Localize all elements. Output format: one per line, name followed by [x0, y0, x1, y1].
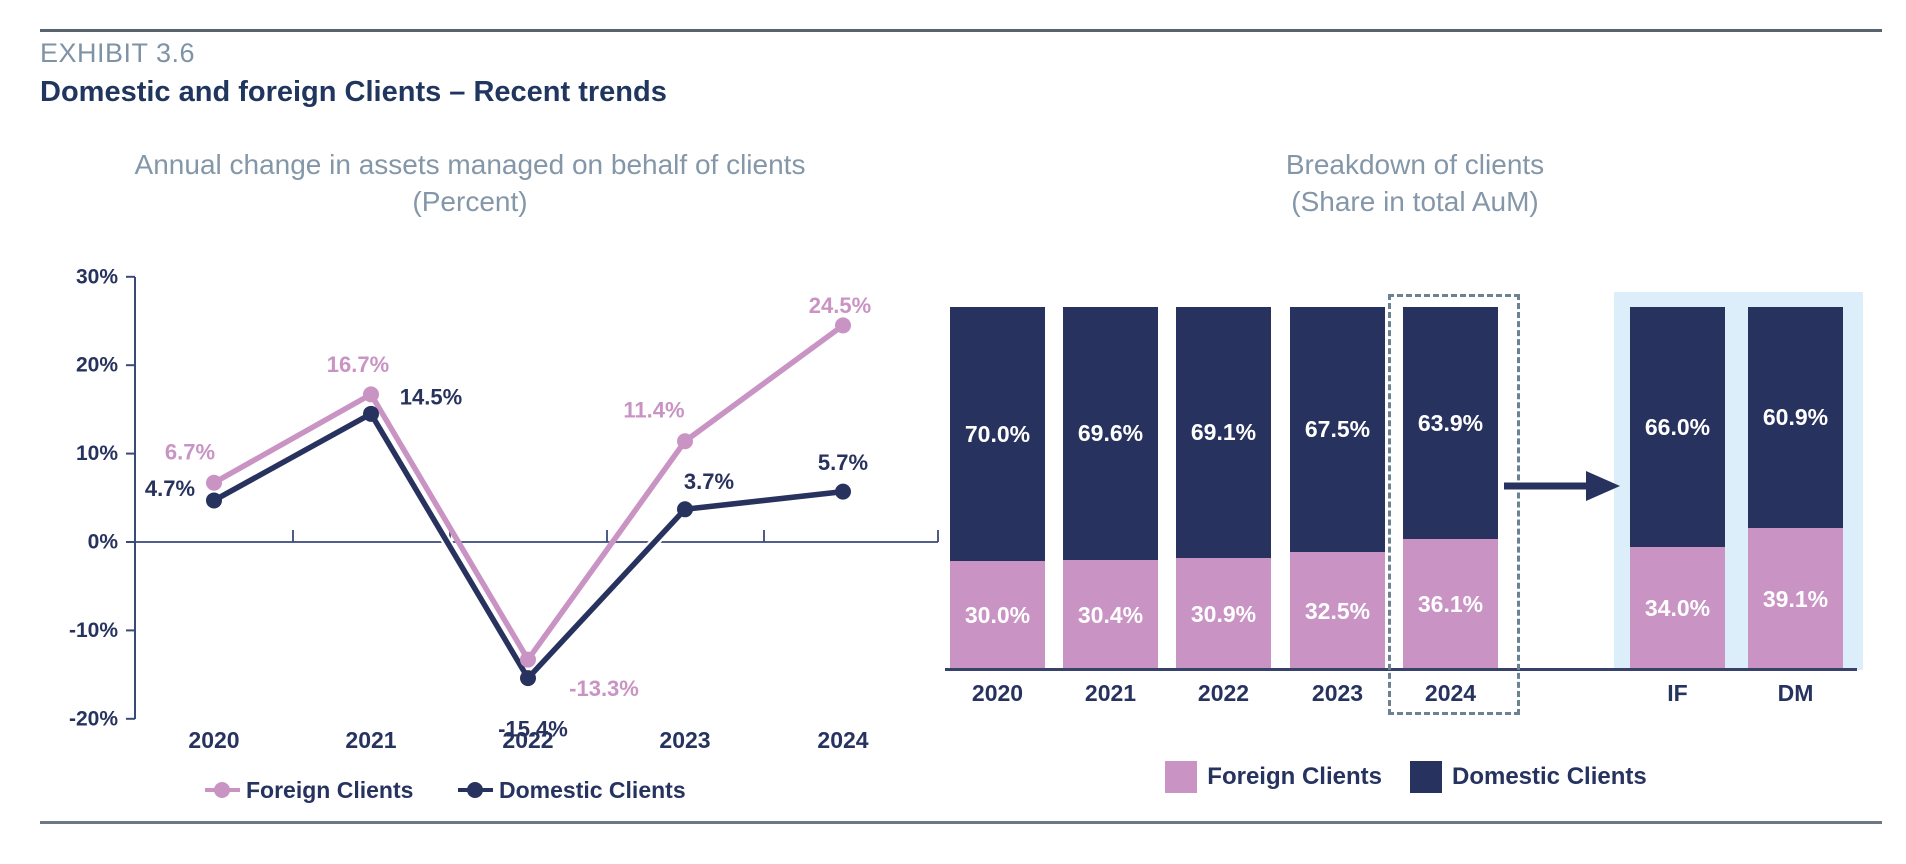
y-tick-label: -10%: [69, 619, 118, 642]
stacked-bar-2024: 63.9% 36.1%: [1403, 307, 1498, 670]
domestic-point-2023: [677, 501, 693, 518]
domestic-segment-2023: 67.5%: [1290, 307, 1385, 552]
x-tick-label-2022: 2022: [502, 727, 553, 753]
foreign-point-2020: [206, 474, 222, 491]
domestic-line-casing: [211, 408, 844, 684]
stacked-bar-2021: 69.6% 30.4%: [1063, 307, 1158, 670]
bar-chart-title-line1: Breakdown of clients: [1285, 149, 1545, 180]
domestic-point-2021: [363, 405, 379, 422]
foreign-point-2022: [520, 651, 536, 668]
stacked-bar-2020: 70.0% 30.0%: [950, 307, 1045, 670]
foreign-point-2023: [677, 433, 693, 450]
line-legend-label-0: Foreign Clients: [246, 777, 413, 803]
y-tick-label: 20%: [76, 354, 118, 377]
exhibit-number: EXHIBIT 3.6: [40, 38, 196, 68]
bar-chart: 70.0% 30.0% 2020 69.6% 30.4% 2021 69.1% 30.9% 20…: [940, 240, 1890, 840]
line-legend-marker-dot-1: [467, 782, 483, 798]
y-tick-label: 10%: [76, 442, 118, 465]
arrow-right-icon: [1504, 471, 1620, 501]
legend-label-domestic: Domestic Clients: [1451, 763, 1647, 790]
foreign-segment-2024: 36.1%: [1403, 539, 1498, 670]
stacked-bar-IF: 66.0% 34.0%: [1630, 307, 1725, 670]
domestic-segment-2021: 69.6%: [1063, 307, 1158, 560]
domestic-data-label-2022: -15.4%: [498, 717, 568, 742]
highlight-2024-dashed-box: [1388, 294, 1520, 715]
foreign-segment-2022: 30.9%: [1176, 558, 1271, 670]
x-tick-label-2024: 2024: [817, 727, 868, 753]
bar-chart-title-line2: (Share in total AuM): [1291, 186, 1539, 217]
domestic-segment-DM: 60.9%: [1748, 307, 1843, 528]
domestic-segment-2020: 70.0%: [950, 307, 1045, 561]
x-tick-label-2023: 2023: [659, 727, 710, 753]
foreign-segment-2023: 32.5%: [1290, 552, 1385, 670]
foreign-segment-IF: 34.0%: [1630, 547, 1725, 670]
foreign-clients-swatch: [1165, 761, 1198, 793]
line-chart-title-line2: (Percent): [412, 186, 528, 217]
foreign-data-label-2021: 16.7%: [327, 352, 389, 377]
line-legend-label-1: Domestic Clients: [499, 777, 686, 803]
bar-x-label-IF: IF: [1667, 680, 1688, 706]
foreign-data-label-2022: -13.3%: [569, 676, 639, 701]
domestic-point-2022: [520, 670, 536, 687]
stacked-bar-2023: 67.5% 32.5%: [1290, 307, 1385, 670]
domestic-data-label-2023: 3.7%: [684, 469, 734, 494]
domestic-segment-IF: 66.0%: [1630, 307, 1725, 547]
foreign-point-2021: [363, 386, 379, 403]
domestic-point-2024: [835, 483, 851, 500]
bar-x-label-2022: 2022: [1197, 680, 1250, 706]
x-tick-label-2021: 2021: [345, 727, 396, 753]
domestic-data-label-2020: 4.7%: [145, 476, 195, 501]
foreign-data-label-2024: 24.5%: [809, 293, 871, 318]
legend-label-foreign: Foreign Clients: [1207, 763, 1382, 790]
y-tick-label: 30%: [76, 265, 118, 288]
bar-x-label-2021: 2021: [1084, 680, 1137, 706]
foreign-segment-2021: 30.4%: [1063, 560, 1158, 670]
page-title: Domestic and foreign Clients – Recent tr…: [40, 76, 667, 108]
top-divider: [40, 29, 1882, 32]
domestic-segment-2022: 69.1%: [1176, 307, 1271, 558]
domestic-data-label-2024: 5.7%: [818, 450, 868, 475]
foreign-segment-2020: 30.0%: [950, 561, 1045, 670]
bar-x-label-DM: DM: [1777, 680, 1814, 706]
foreign-segment-DM: 39.1%: [1748, 528, 1843, 670]
foreign-data-label-2023: 11.4%: [623, 398, 684, 423]
line-legend-marker-dot-0: [214, 782, 230, 798]
bar-x-label-2020: 2020: [971, 680, 1024, 706]
bar-x-axis-line: [945, 668, 1857, 671]
foreign-line: [212, 323, 845, 663]
bar-chart-legend: Foreign Clients Domestic Clients: [940, 761, 1890, 793]
bar-x-label-2023: 2023: [1311, 680, 1364, 706]
bar-x-label-2024: 2024: [1424, 680, 1477, 706]
bar-chart-title: Breakdown of clients (Share in total AuM…: [1060, 146, 1770, 220]
line-chart-title-line1: Annual change in assets managed on behal…: [134, 149, 806, 180]
stacked-bar-2022: 69.1% 30.9%: [1176, 307, 1271, 670]
foreign-data-label-2020: 6.7%: [165, 439, 215, 464]
domestic-point-2020: [206, 492, 222, 509]
line-chart: 30% 20% 10% 0% -10% -20% 6.7% 16.7% -13.3% 11.4% 2…: [69, 265, 939, 803]
domestic-clients-swatch: [1409, 761, 1442, 793]
domestic-segment-2024: 63.9%: [1403, 307, 1498, 539]
line-chart-title: Annual change in assets managed on behal…: [0, 146, 940, 220]
y-tick-label: 0%: [88, 531, 119, 554]
stacked-bar-DM: 60.9% 39.1%: [1748, 307, 1843, 670]
foreign-point-2024: [835, 317, 851, 334]
bottom-divider: [40, 821, 1882, 824]
domestic-data-label-2021: 14.5%: [400, 384, 462, 409]
y-tick-label: -20%: [69, 707, 118, 730]
x-tick-label-2020: 2020: [188, 727, 239, 753]
